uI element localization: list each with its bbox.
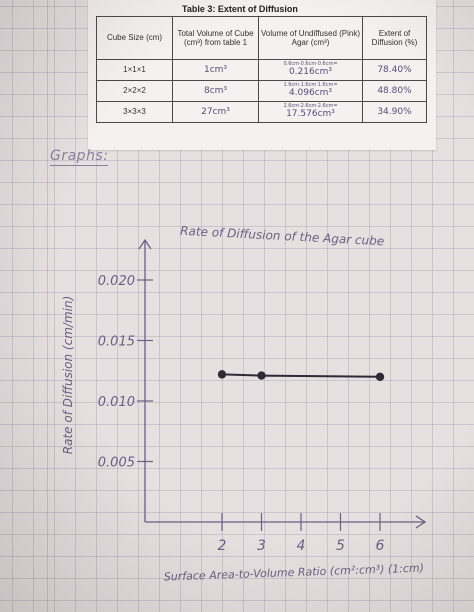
x-tick-label: 6 (376, 538, 385, 554)
y-tick-label: 0.010 (98, 395, 135, 410)
x-tick-label: 5 (336, 538, 345, 554)
handwritten-value: 27cm³ (201, 106, 230, 117)
extent-of-diffusion-table: Cube Size (cm) Total Volume of Cube (cm³… (96, 16, 427, 123)
data-point (217, 370, 227, 379)
table-header-row: Cube Size (cm) Total Volume of Cube (cm³… (96, 16, 427, 60)
handwritten-value: 78.40% (377, 64, 412, 75)
handwritten-value: 17.576cm³ (286, 109, 335, 120)
x-tick-label: 3 (257, 538, 266, 554)
handwritten-work: 1.6cm·1.6cm·1.6cm= (283, 82, 338, 89)
data-point (375, 372, 385, 381)
y-tick-label: 0.015 (98, 335, 135, 350)
x-axis-label: Surface Area-to-Volume Ratio (cm²:cm³) (… (164, 561, 425, 583)
x-axis-arrow (415, 515, 427, 529)
cell-undiffused-volume: 2.6cm·2.6cm·2.6cm= 17.576cm³ (258, 101, 363, 123)
handwritten-work: 2.6cm·2.6cm·2.6cm= (283, 103, 338, 110)
y-axis-arrow (138, 238, 152, 250)
margin-line (47, 0, 48, 612)
table-row: 3×3×3 27cm³ 2.6cm·2.6cm·2.6cm= 17.576cm³ … (96, 101, 427, 123)
data-point (257, 371, 266, 380)
cell-extent: 34.90% (362, 101, 427, 123)
handwritten-work: 0.6cm·0.6cm·0.6cm= (283, 61, 338, 68)
handwritten-value: 34.90% (377, 106, 412, 117)
header-total-volume: Total Volume of Cube (cm³) from table 1 (172, 16, 259, 60)
chart-ticks: 0.020 0.015 0.010 0.005 2 3 4 5 6 (98, 274, 385, 554)
handwritten-value: 8cm³ (203, 85, 228, 96)
handwritten-value: 48.80% (377, 85, 412, 96)
y-tick-label: 0.005 (98, 456, 135, 471)
handwritten-value: 4.096cm³ (288, 88, 333, 99)
x-tick-label: 2 (218, 538, 227, 554)
table-title: Table 3: Extent of Diffusion (182, 4, 298, 14)
handwritten-value: 0.216cm³ (288, 67, 333, 78)
y-tick-label: 0.020 (98, 274, 135, 289)
series-line (221, 373, 381, 378)
handwritten-value: 1cm³ (203, 64, 228, 75)
graphs-heading: Graphs: (50, 148, 109, 166)
y-axis-label: Rate of Diffusion (cm/min) (61, 296, 75, 454)
x-tick-label: 4 (297, 538, 306, 554)
chart-series (217, 370, 385, 381)
chart-title: Rate of Diffusion of the Agar cube (180, 224, 385, 249)
header-extent: Extent of Diffusion (%) (362, 16, 427, 60)
cell-extent: 78.40% (362, 59, 427, 81)
chart-axes (138, 238, 427, 529)
